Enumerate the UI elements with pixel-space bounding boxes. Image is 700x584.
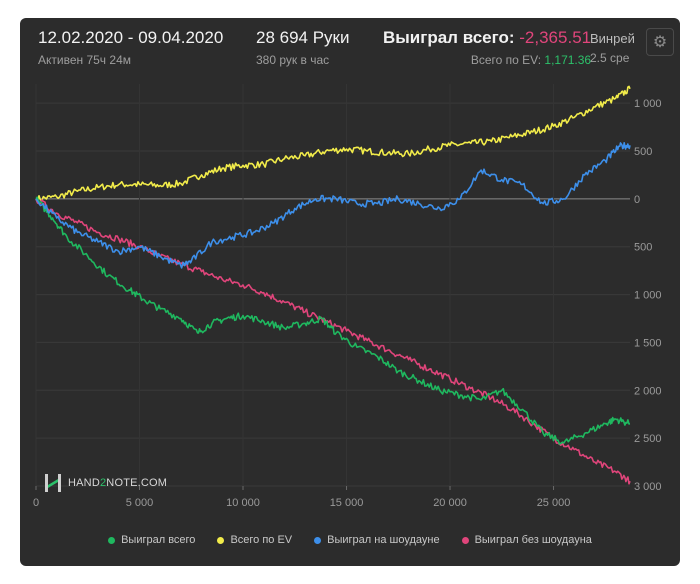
gear-icon: ⚙ xyxy=(652,34,668,51)
x-tick-label: 15 000 xyxy=(330,497,364,509)
hands-stat: 28 694 Руки 380 рук в час xyxy=(256,28,350,67)
series-line-won xyxy=(35,196,631,445)
y-axis: 1 000 500 0 500 1 000 1 500 2 000 2 500 3 000 xyxy=(634,98,662,493)
won-stat: Выиграл всего: -2,365.51 Всего по EV: 1,… xyxy=(383,28,591,67)
settings-button[interactable]: ⚙ xyxy=(646,28,674,56)
ev-value: 1,171.36 xyxy=(544,53,592,67)
y-tick-label: 1 000 xyxy=(634,98,662,110)
legend-item-showdown[interactable]: Выиграл на шоудауне xyxy=(314,534,440,546)
x-tick-label: 5 000 xyxy=(126,497,154,509)
x-tick-label: 10 000 xyxy=(226,497,260,509)
line-chart: 1 000 500 0 500 1 000 1 500 2 000 2 500 3 000 0 5… xyxy=(33,84,662,509)
date-stat: 12.02.2020 - 09.04.2020 Активен 75ч 24м xyxy=(38,28,223,67)
active-time: Активен 75ч 24м xyxy=(38,53,131,67)
hand2note-logo: HAND2NOTE.COM xyxy=(44,472,167,494)
won-value: -2,365.51 xyxy=(519,28,592,47)
legend-dot-icon xyxy=(108,536,116,544)
legend-dot-icon xyxy=(314,536,322,544)
x-tick-label: 25 000 xyxy=(537,497,571,509)
y-tick-label: 3 000 xyxy=(634,481,662,493)
legend-label: Выиграл на шоудауне xyxy=(327,534,440,546)
y-tick-label: 2 000 xyxy=(634,385,662,397)
legend-item-won[interactable]: Выиграл всего xyxy=(108,534,195,546)
y-tick-label: 1 000 xyxy=(634,290,662,302)
legend-label: Выиграл без шоудауна xyxy=(474,534,592,546)
date-range: 12.02.2020 - 09.04.2020 xyxy=(38,28,224,47)
series-line-ev xyxy=(35,85,631,203)
x-tick-label: 0 xyxy=(33,497,39,509)
x-axis: 0 5 000 10 000 15 000 20 000 25 000 xyxy=(33,497,570,509)
winrate-title: Винрей xyxy=(590,31,635,46)
y-tick-label: 1 500 xyxy=(634,337,662,349)
series-line-non_showdown xyxy=(35,198,631,485)
winrate-stat: Винрей 2.5 сре xyxy=(590,28,638,65)
x-tick-label: 20 000 xyxy=(433,497,467,509)
logo-text: HAND2NOTE.COM xyxy=(68,477,168,489)
graph-panel: 12.02.2020 - 09.04.2020 Активен 75ч 24м … xyxy=(20,18,680,566)
won-title: Выиграл всего: xyxy=(383,28,515,47)
logo-icon xyxy=(45,474,61,492)
chart-grid xyxy=(35,84,630,490)
winrate-sub: 2.5 сре xyxy=(590,51,630,65)
hands-rate: 380 рук в час xyxy=(256,53,330,67)
legend-item-non_showdown[interactable]: Выиграл без шоудауна xyxy=(461,534,592,546)
y-tick-label: 0 xyxy=(634,194,640,206)
chart-series xyxy=(35,85,631,485)
legend-label: Выиграл всего xyxy=(121,534,196,546)
legend-dot-icon xyxy=(217,536,225,544)
y-tick-label: 500 xyxy=(634,242,652,254)
hands-count: 28 694 Руки xyxy=(256,28,350,47)
y-tick-label: 500 xyxy=(634,146,652,158)
chart-legend: Выиграл всего Всего по EV Выиграл на шоуда… xyxy=(20,534,680,546)
ev-title: Всего по EV: xyxy=(470,53,542,67)
y-tick-label: 2 500 xyxy=(634,433,662,445)
legend-dot-icon xyxy=(461,536,469,544)
legend-label: Всего по EV xyxy=(230,534,293,546)
series-line-showdown xyxy=(35,142,631,269)
legend-item-ev[interactable]: Всего по EV xyxy=(217,534,292,546)
